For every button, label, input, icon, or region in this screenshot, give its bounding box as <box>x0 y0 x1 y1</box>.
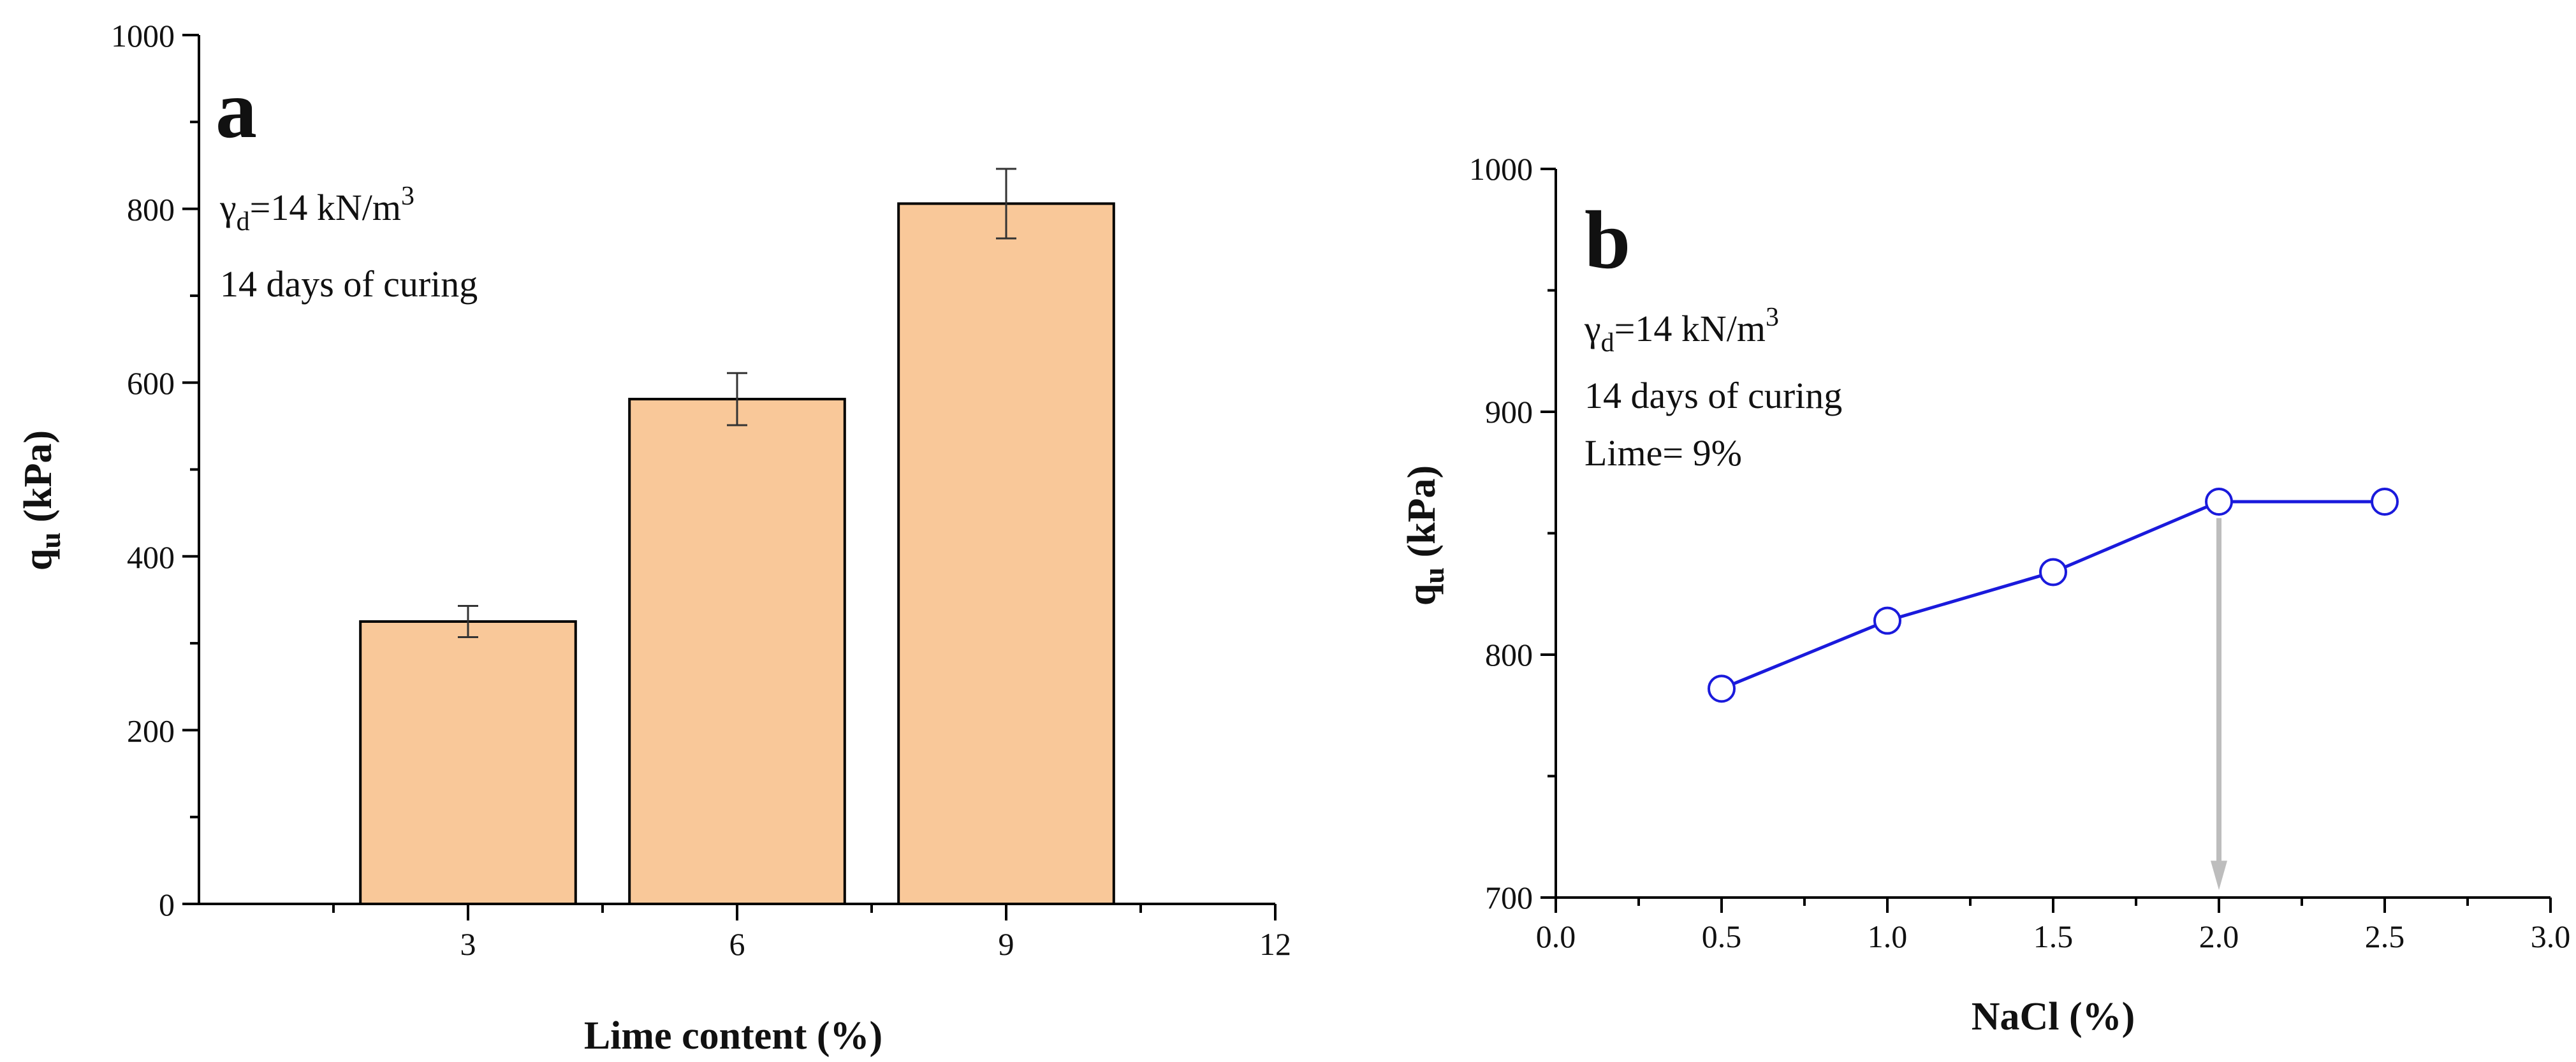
data-point-nacl-1 <box>1873 606 1901 635</box>
x-tick-label-b: 1.0 <box>1868 919 1908 954</box>
axes-b <box>1555 169 2550 899</box>
data-point-nacl-2.5 <box>2371 487 2399 516</box>
ticks-b: 700 800 900 1000 0.0 0.5 1.0 1.5 2.0 2.5 3.0 <box>1469 151 2570 954</box>
x-tick-label-b: 0.0 <box>1536 919 1576 954</box>
curing-annotation-a: 14 days of curing <box>220 263 478 305</box>
density-exp-a: 3 <box>401 182 414 211</box>
chart-b: 700 800 900 1000 0.0 0.5 1.0 1.5 2.0 2.5 3.0 b γd=… <box>1400 151 2570 1038</box>
density-value-b: =14 kN/m <box>1614 308 1766 349</box>
series-polyline <box>1721 500 2385 690</box>
y-tick-label-a: 800 <box>127 192 175 228</box>
y-axis-label-sub-a: u <box>34 532 66 549</box>
y-tick-label-a: 1000 <box>111 18 175 54</box>
y-tick-label-a: 600 <box>127 365 175 401</box>
density-annotation-a: γd=14 kN/m3 <box>219 182 414 236</box>
ticks-a: 0 200 400 600 800 1000 3 6 9 12 <box>111 18 1291 962</box>
panel-letter-b: b <box>1584 194 1630 286</box>
panel-letter-a: a <box>216 64 257 156</box>
x-tick-label-a: 6 <box>729 926 745 962</box>
x-tick-label-b: 0.5 <box>1702 919 1742 954</box>
y-tick-label-a: 400 <box>127 539 175 575</box>
x-tick-label-b: 3.0 <box>2531 919 2571 954</box>
series-points-b <box>1708 487 2399 703</box>
lime-annotation-b: Lime= 9% <box>1584 432 1742 474</box>
bar-lime-6 <box>628 398 846 905</box>
bar-lime-9 <box>897 202 1115 905</box>
y-axis-label-unit-b: (kPa) <box>1400 465 1444 567</box>
y-tick-label-b: 700 <box>1485 880 1533 915</box>
y-tick-label-a: 200 <box>127 713 175 748</box>
y-axis-label-b: qu (kPa) <box>1400 465 1450 606</box>
x-tick-label-a: 9 <box>999 926 1014 962</box>
y-axis-label-main-b: q <box>1400 584 1444 606</box>
density-exp-b: 3 <box>1766 303 1779 332</box>
y-axis-label-main-a: q <box>17 549 60 571</box>
error-bars-group-a <box>458 168 1016 639</box>
y-axis-label-sub-b: u <box>1417 567 1450 584</box>
x-tick-label-a: 12 <box>1259 926 1291 962</box>
density-sub-b: d <box>1601 328 1614 358</box>
x-tick-label-b: 2.5 <box>2365 919 2405 954</box>
bars-group-a <box>359 202 1115 906</box>
x-tick-label-b: 1.5 <box>2033 919 2074 954</box>
data-point-nacl-1.5 <box>2039 558 2067 586</box>
y-tick-label-a: 0 <box>159 887 175 922</box>
density-value-a: =14 kN/m <box>250 187 401 228</box>
arrow-group-b <box>2211 518 2227 891</box>
density-annotation-b: γd=14 kN/m3 <box>1584 303 1779 358</box>
data-point-nacl-0.5 <box>1708 674 1736 703</box>
y-tick-label-b: 900 <box>1485 394 1533 430</box>
y-tick-label-b: 800 <box>1485 637 1533 673</box>
data-point-nacl-2 <box>2205 487 2233 516</box>
arrow-head <box>2211 861 2227 891</box>
x-axis-label-a: Lime content (%) <box>584 1014 882 1058</box>
y-axis-label-a: qu (kPa) <box>17 430 66 571</box>
series-line-b <box>1721 500 2385 690</box>
bar-lime-3 <box>359 620 577 906</box>
density-symbol-a: γ <box>219 187 237 228</box>
y-tick-label-b: 1000 <box>1469 151 1533 187</box>
x-tick-label-a: 3 <box>460 926 476 962</box>
density-symbol-b: γ <box>1584 308 1601 349</box>
density-sub-a: d <box>237 207 250 236</box>
x-axis-label-b: NaCl (%) <box>1972 995 2135 1038</box>
x-tick-label-b: 2.0 <box>2199 919 2239 954</box>
y-axis-label-unit-a: (kPa) <box>17 430 60 532</box>
curing-annotation-b: 14 days of curing <box>1584 375 1842 416</box>
